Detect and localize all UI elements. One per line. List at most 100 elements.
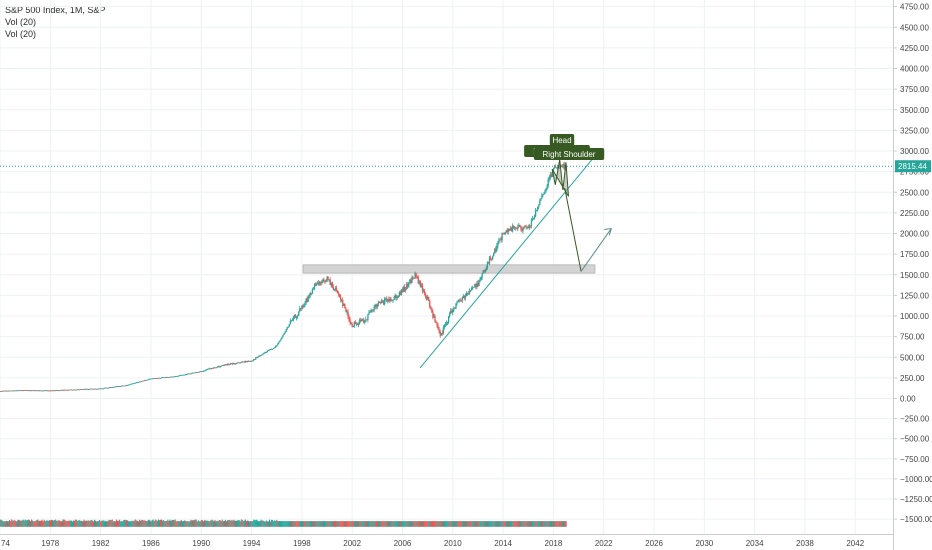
volume-bar: [24, 519, 26, 527]
candle-body: [189, 373, 191, 375]
candle-body: [32, 390, 35, 392]
volume-bar: [85, 520, 87, 527]
price-axis[interactable]: 0.00 250.00 500.00 750.00 1000.00 1250.00 1500…: [893, 0, 932, 550]
candle-body: [537, 207, 539, 211]
y-tick-label: 2000.00: [900, 230, 929, 239]
candle-body: [206, 368, 209, 370]
resistance-zone[interactable]: [302, 264, 596, 274]
volume-bar: [298, 521, 300, 527]
candle-body: [313, 284, 316, 289]
candle-body: [120, 385, 123, 387]
volume-bar: [525, 521, 527, 527]
volume-bar: [74, 520, 76, 527]
candle-body: [167, 376, 169, 378]
candle-body: [187, 373, 189, 375]
volume-bar: [271, 519, 273, 527]
volume-bar: [27, 519, 29, 527]
projection-down[interactable]: [564, 188, 582, 272]
volume-bar: [150, 521, 152, 527]
candle-body: [299, 308, 301, 312]
candle-body: [512, 226, 515, 228]
volume-bar: [455, 521, 457, 527]
volume-bar: [449, 521, 451, 527]
volume-bar: [46, 520, 48, 527]
candle-body: [41, 390, 43, 392]
candle-body: [494, 248, 496, 254]
candle-body: [346, 311, 348, 313]
volume-bar: [118, 520, 120, 527]
candle-body: [94, 388, 97, 390]
projection-up-arrow[interactable]: [580, 228, 612, 272]
candle-body: [398, 292, 401, 296]
volume-bar: [176, 520, 178, 527]
candle-body: [392, 299, 394, 301]
candle-body: [237, 362, 239, 364]
candle-body: [182, 374, 185, 376]
candle-body: [130, 383, 132, 385]
candle-body: [378, 302, 381, 303]
candle-body: [302, 305, 304, 307]
candle-body: [432, 312, 434, 318]
trend-line[interactable]: [419, 157, 595, 369]
candle-body: [180, 375, 183, 376]
volume-bar: [156, 520, 158, 527]
volume-bar: [252, 521, 254, 527]
volume-bar: [393, 521, 395, 527]
volume-bar: [7, 521, 10, 527]
candle-body: [30, 390, 33, 392]
volume-bar: [469, 521, 471, 527]
legend-symbol[interactable]: S&P 500 Index, 1M, S&P: [5, 5, 106, 15]
candle-body: [275, 346, 277, 348]
candle-body: [176, 375, 178, 377]
candle-body: [381, 300, 384, 302]
volume-bar: [38, 520, 40, 527]
volume-bar: [418, 521, 420, 527]
volume-bar: [309, 521, 311, 527]
x-tick-label: 2022: [595, 539, 613, 548]
volume-bar: [105, 520, 107, 527]
volume-bar: [305, 521, 307, 527]
candle-body: [262, 353, 264, 355]
legend-vol-2[interactable]: Vol (20): [5, 29, 37, 39]
candle-body: [309, 293, 311, 296]
candle-body: [385, 298, 387, 300]
volume-bar: [433, 521, 435, 527]
volume-bar: [33, 521, 35, 527]
candle-body: [220, 365, 222, 367]
candle-body: [540, 198, 542, 201]
label-head[interactable]: Head: [549, 134, 575, 146]
volume-bar: [321, 521, 323, 527]
candle-body: [461, 297, 463, 301]
candle-body: [261, 354, 263, 356]
volume-bar: [382, 521, 384, 527]
candle-body: [344, 303, 346, 309]
head-and-shoulders-pattern[interactable]: [551, 159, 570, 197]
volume-bar: [318, 521, 320, 527]
volume-bar: [282, 521, 284, 527]
time-axis[interactable]: 74 1978 1982 1986 1990 1994 1998 2002 2006 2010 20…: [0, 534, 932, 550]
volume-bar: [520, 521, 522, 527]
candle-body: [341, 300, 343, 301]
volume-bar: [43, 519, 45, 527]
candle-body: [423, 290, 426, 294]
price-candles: [0, 161, 567, 392]
volume-bar: [502, 521, 504, 527]
volume-bar: [153, 521, 155, 527]
candle-body: [544, 190, 546, 194]
volume-bar: [63, 519, 65, 527]
x-tick-label: 2030: [695, 539, 713, 548]
volume-bar: [259, 520, 261, 527]
candle-body: [229, 363, 232, 365]
volume-bar: [460, 521, 462, 527]
volume-bar: [410, 521, 412, 527]
volume-bar: [534, 521, 536, 527]
volume-bar: [493, 521, 495, 527]
legend-vol-1[interactable]: Vol (20): [5, 17, 37, 27]
volume-bar: [395, 521, 397, 527]
candle-body: [402, 287, 405, 292]
volume-bar: [287, 521, 289, 527]
label-right-shoulder[interactable]: Right Shoulder: [533, 148, 605, 160]
y-tick-label: 750.00: [900, 333, 925, 342]
candle-body: [190, 373, 192, 375]
